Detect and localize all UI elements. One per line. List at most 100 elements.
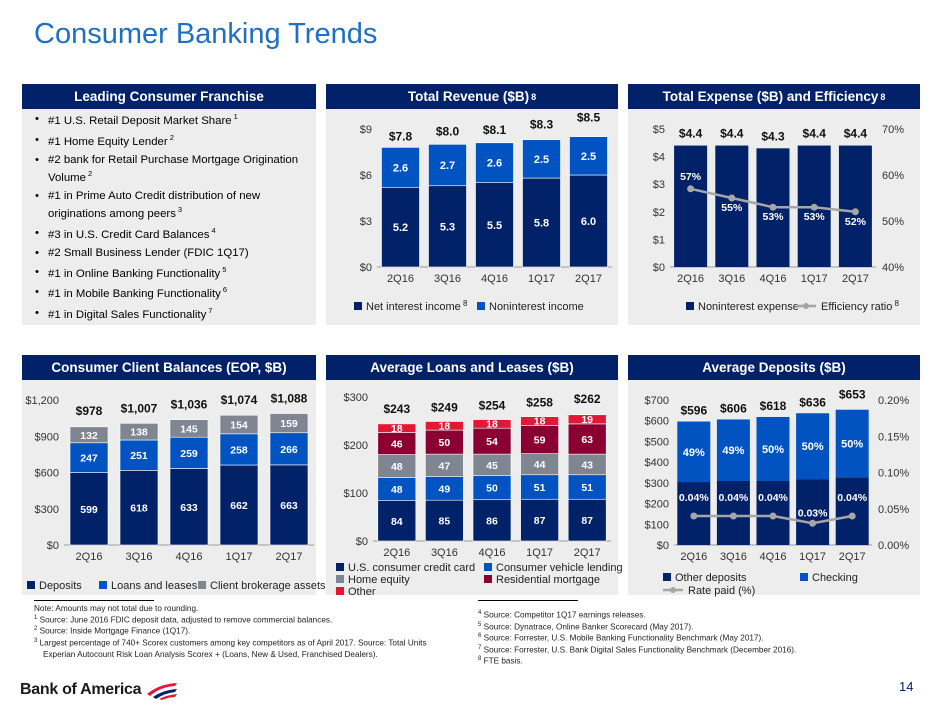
logo-wordmark: Bank of America [20,681,142,698]
y-tick-label: $3 [653,179,665,191]
legend-swatch [484,563,492,571]
bar-segment [475,182,514,268]
y-tick-label: $200 [645,499,669,511]
legend-swatch [686,302,694,310]
bar-segment [169,419,209,438]
bar-segment [715,145,749,267]
line-point [848,512,856,520]
legend-label: Checking [812,572,858,584]
bar-segment [567,474,607,500]
data-label: 2.7 [440,160,455,172]
franchise-bullet-text: #1 in Prime Auto Credit distribution of … [48,190,261,220]
y-tick-label: $900 [35,431,59,443]
bar-segment [520,498,559,542]
legend-swatch [354,302,362,310]
x-tick-label: 1Q17 [526,547,553,559]
line-data-label: 0.04% [719,492,749,504]
legend-label: Efficiency ratio 8 [821,299,900,313]
y2-tick-label: 0.10% [878,468,909,480]
footnote-text: FTE basis. [483,656,523,666]
x-tick-label: 3Q16 [126,551,153,563]
data-label: 48 [391,461,403,473]
revenue-header-text: Total Revenue ($B) [407,89,530,104]
y2-tick-label: 40% [882,262,904,274]
loans-header-text: Average Loans and Leases ($B) [370,360,574,375]
y2-tick-label: 70% [882,124,904,136]
x-tick-label: 2Q16 [677,273,704,285]
y-tick-label: $9 [360,124,372,136]
footnote-sup: 5 [478,621,482,628]
franchise-bullet: #2 bank for Retail Purchase Mortgage Ori… [34,153,309,186]
data-label: 18 [439,420,451,432]
footnote-text: Source: Forrester, U.S. Mobile Banking F… [483,633,764,643]
x-tick-label: 4Q16 [479,547,506,559]
y2-tick-label: 0.00% [878,540,909,552]
legend-label: Deposits [39,580,82,592]
footnote-text: Experian Autocount Risk Loan Analysis Sc… [43,649,378,659]
data-label: 47 [439,460,451,472]
bar-segment [567,498,607,542]
bar-segment [796,479,830,545]
y-tick-label: $3 [360,216,372,228]
total-label: $4.4 [844,127,868,141]
total-label: $4.4 [720,127,744,141]
footnote-text: Note: Amounts may not total due to round… [34,604,199,613]
legend-label: Rate paid (%) [688,585,755,597]
franchise-bullet-text: #1 in Online Banking Functionality [48,267,221,280]
legend-marker [670,587,676,593]
data-label: 54 [486,436,498,448]
expense-header-sup: 8 [880,91,886,102]
bar-segment [674,145,708,267]
legend-swatch [800,573,808,581]
legend-swatch [484,575,492,583]
bar-segment [472,427,512,455]
total-label: $1,074 [221,393,258,407]
data-label: 132 [80,430,98,442]
data-label: 663 [280,500,298,512]
legend-sup: 8 [461,299,468,308]
total-label: $8.3 [530,118,554,132]
bar-segment [428,185,467,268]
franchise-header-text: Leading Consumer Franchise [74,89,264,104]
franchise-bullet-sup: 1 [233,112,238,121]
franchise-bullet-text: #3 in U.S. Credit Card Balances [48,228,210,241]
data-label: 2.6 [393,162,408,174]
total-label: $978 [76,404,103,418]
data-label: 63 [581,434,593,446]
bar-segment [428,144,467,187]
data-label: 18 [486,418,498,430]
y-tick-label: $5 [653,124,665,136]
franchise-bullet-text: #1 Home Equity Lender [48,135,168,148]
legend-swatch [198,581,206,589]
y-tick-label: $200 [344,440,368,452]
x-tick-label: 1Q17 [799,551,826,563]
data-label: 86 [486,515,498,527]
data-label: 159 [280,418,298,430]
balances-header: Consumer Client Balances (EOP, $B) [22,355,316,380]
expense-chart: $0 $1 $2 $3 $4 $5 2Q16 3Q16 4Q16 1Q17 2Q17 40% 50% 60… [653,124,904,313]
x-tick-label: 4Q16 [481,273,508,285]
total-label: $8.0 [436,124,460,138]
expense-header: Total Expense ($B) and Efficiency 8 [628,84,920,109]
franchise-bullet: #2 Small Business Lender (FDIC 1Q17) [34,246,309,262]
x-tick-label: 2Q16 [680,551,707,563]
data-label: 5.3 [440,221,455,233]
line-point [728,194,736,202]
y2-tick-label: 0.05% [878,504,909,516]
line-point [851,208,859,216]
x-tick-label: 2Q17 [842,273,869,285]
bar-segment [269,464,309,546]
bar-segment [381,186,420,268]
footnote-line: Experian Autocount Risk Loan Analysis Sc… [34,650,474,661]
bar-segment [169,468,209,546]
bar-segment [472,499,512,542]
total-label: $254 [479,399,506,413]
bar-segment [522,139,561,179]
line-point [729,512,737,520]
total-label: $262 [574,392,601,406]
footnote-text: Source: June 2016 FDIC deposit data, adj… [39,615,333,625]
franchise-bullet: #1 in Prime Auto Credit distribution of … [34,189,309,222]
x-tick-label: 2Q16 [76,551,103,563]
